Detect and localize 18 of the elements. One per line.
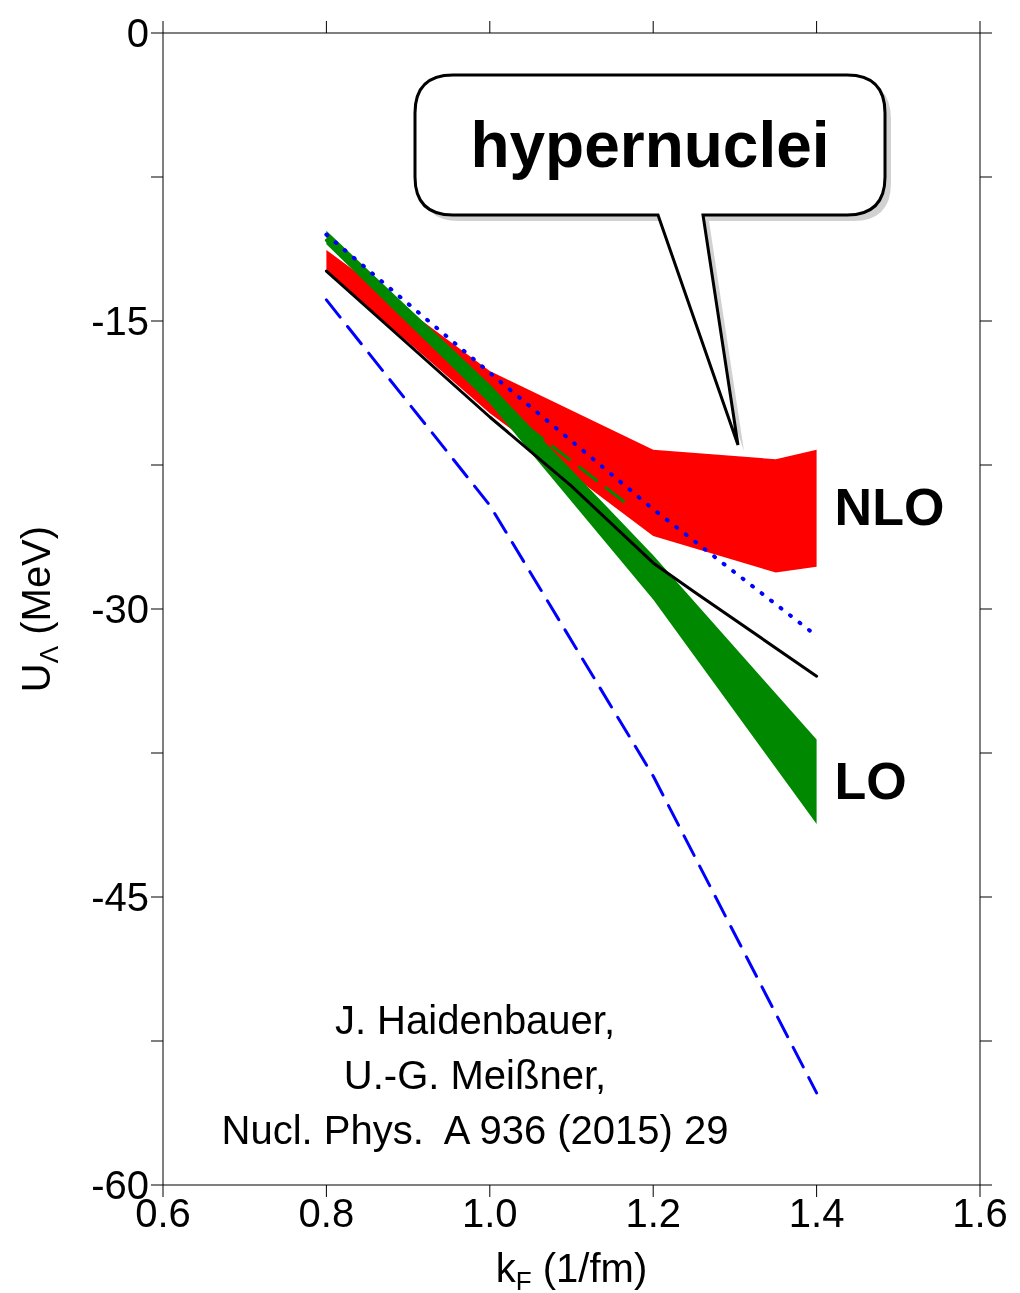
x-tick-label: 1.4	[788, 1191, 845, 1236]
y-tick-label: 0	[126, 11, 149, 56]
y-tick-label: -15	[91, 299, 149, 344]
line-series	[324, 298, 819, 1095]
line-series	[324, 269, 819, 678]
annotation: Nucl. Phys. A 936 (2015) 29	[220, 1107, 730, 1154]
annotation: J. Haidenbauer,	[333, 997, 617, 1044]
y-tick-label: -45	[91, 875, 149, 920]
series-label: LO	[834, 751, 907, 810]
y-tick-label: -30	[91, 587, 149, 632]
annotation: hypernuclei	[470, 109, 830, 181]
x-tick-label: 0.8	[298, 1191, 355, 1236]
x-tick-label: 1.0	[462, 1191, 518, 1236]
annotation: U.-G. Meißner,	[342, 1052, 608, 1099]
x-tick-label: 1.2	[625, 1191, 681, 1236]
series-label: NLO	[834, 478, 945, 537]
x-axis-title: k$_{F}$ (1/fm)	[495, 1246, 648, 1293]
x-tick-label: 1.6	[952, 1191, 1008, 1236]
